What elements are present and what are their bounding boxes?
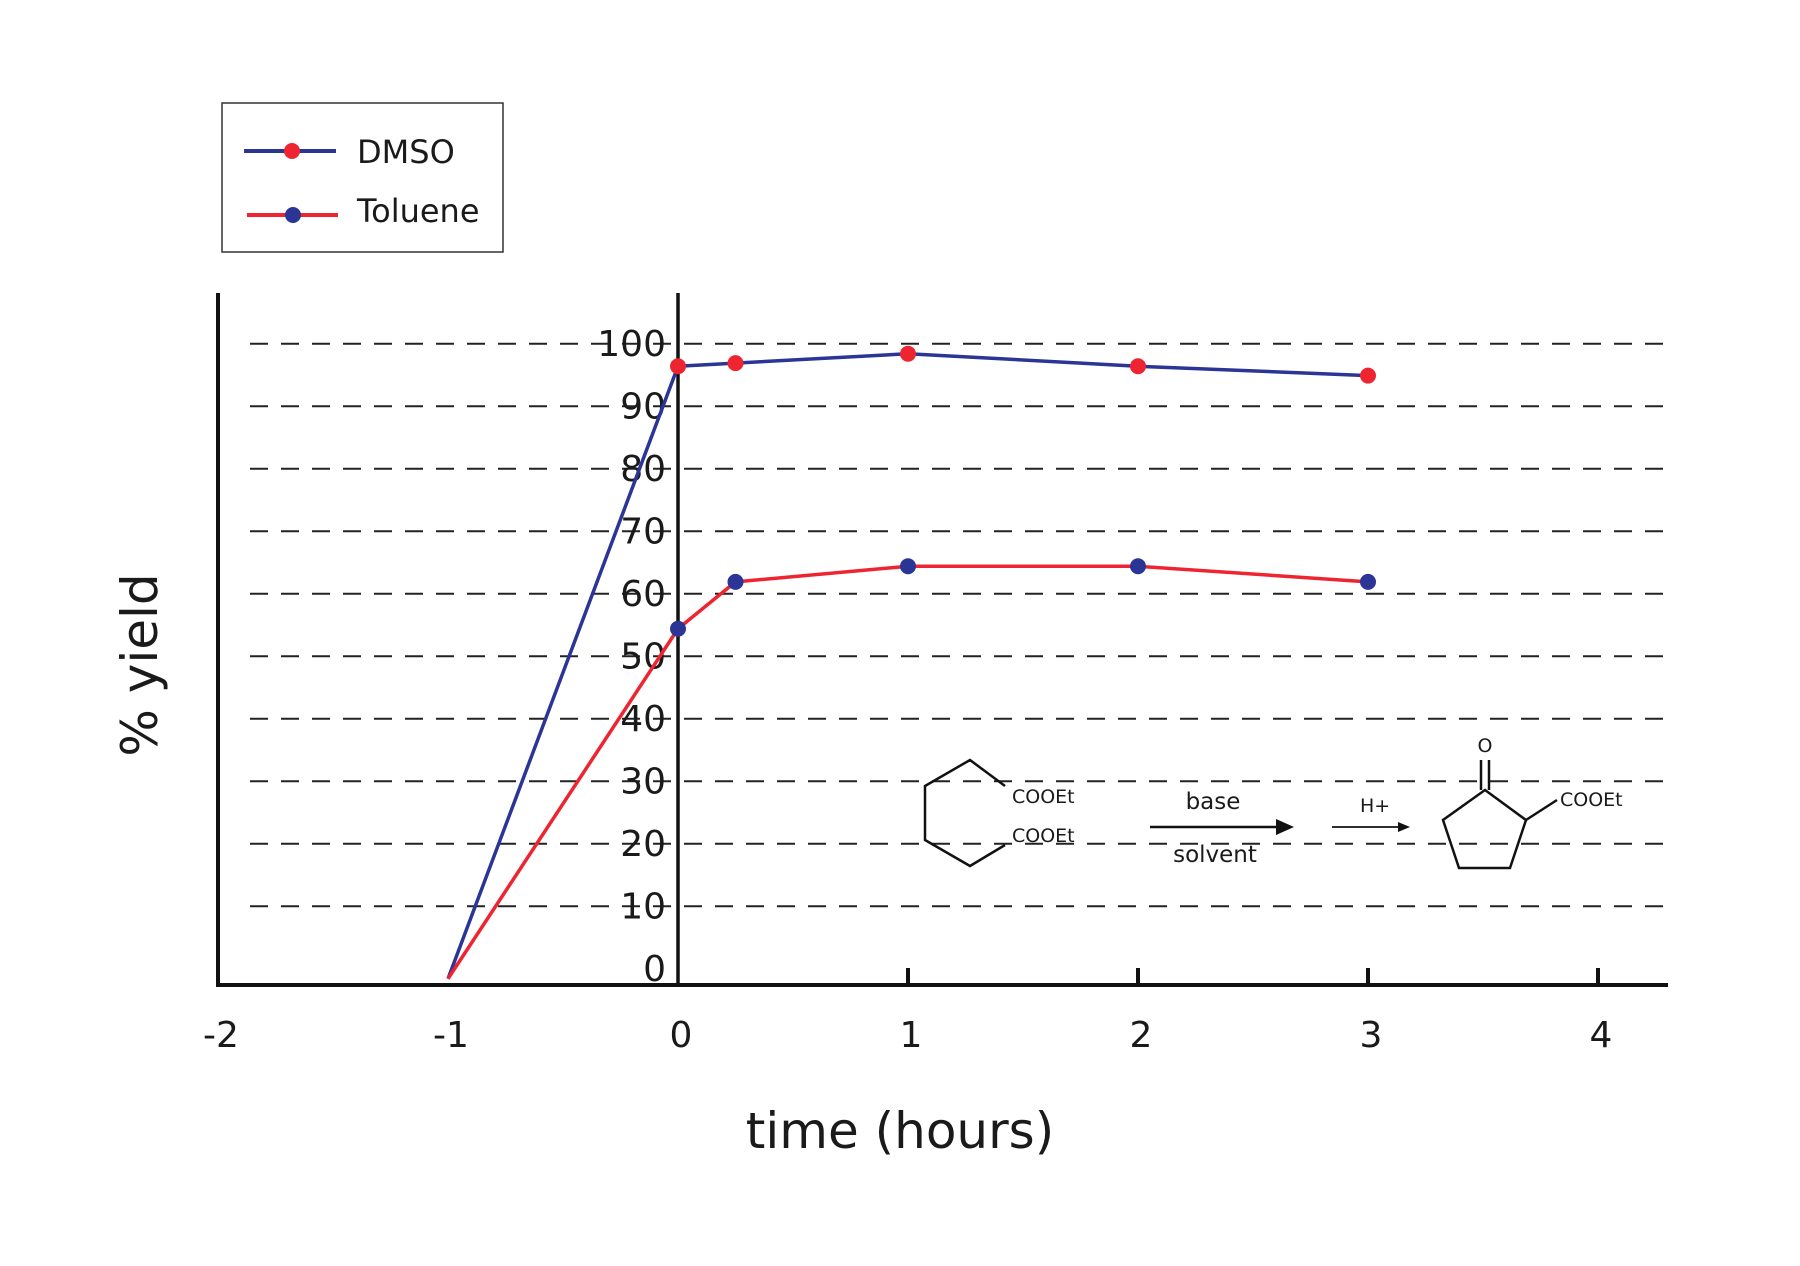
legend-marker-toluene [285,207,301,223]
legend-label-dmso: DMSO [357,133,455,171]
acid-arrowhead [1398,822,1410,832]
legend: DMSO Toluene [221,102,504,253]
data-point-dmso-1 [670,358,686,375]
x-ticks: -2 -1 0 1 2 3 4 [203,968,1612,1056]
x-tick-label-2: 2 [1130,1015,1153,1056]
acid-label: H+ [1360,795,1390,817]
product-oxygen: O [1478,735,1493,757]
data-point-toluene-1 [670,620,686,637]
x-tick-label--2: -2 [203,1015,239,1056]
series-layer [446,345,1376,980]
x-tick-label-1: 1 [900,1015,923,1056]
x-tick-label-0: 0 [670,1015,693,1056]
y-tick-label-20: 20 [620,824,666,865]
cyclopentanone-ring [1441,788,1528,870]
data-point-toluene-3 [900,558,916,575]
data-point-toluene-2 [727,573,744,590]
axes [216,293,1668,987]
gridlines [250,342,1668,908]
legend-box [221,102,504,253]
data-point-dmso-2 [727,355,744,372]
x-axis-title: time (hours) [746,1102,1054,1160]
data-point-dmso-4 [1130,358,1146,375]
y-tick-label-30: 30 [620,761,666,802]
legend-marker-dmso [284,143,300,159]
x-tick-label-4: 4 [1590,1015,1613,1056]
reagent-below: solvent [1173,842,1257,868]
y-tick-label-0: 0 [643,949,666,990]
data-point-toluene-4 [1130,558,1146,575]
data-point-dmso-3 [900,345,916,362]
reaction-scheme: COOEt COOEt base solvent H+ O COOEt [923,735,1623,870]
x-tick-label-3: 3 [1360,1015,1383,1056]
y-tick-label-10: 10 [620,886,666,927]
product-label: COOEt [1560,789,1623,811]
reactant-chain [923,758,1006,868]
reactant-label-2: COOEt [1012,825,1075,847]
y-tick-label-70: 70 [620,511,666,552]
series-line-dmso [446,352,1369,980]
data-point-toluene-5 [1360,573,1376,590]
ester-bond [1525,798,1558,822]
y-tick-label-100: 100 [597,324,666,365]
reaction-arrowhead [1276,819,1294,835]
legend-label-toluene: Toluene [356,192,480,230]
y-axis-title: % yield [111,573,169,756]
reactant-label-1: COOEt [1012,786,1075,808]
reagent-above: base [1186,789,1241,815]
data-point-dmso-5 [1360,367,1376,384]
y-tick-label-60: 60 [620,574,666,615]
series-line-toluene [446,564,1369,980]
x-tick-label--1: -1 [433,1015,469,1056]
